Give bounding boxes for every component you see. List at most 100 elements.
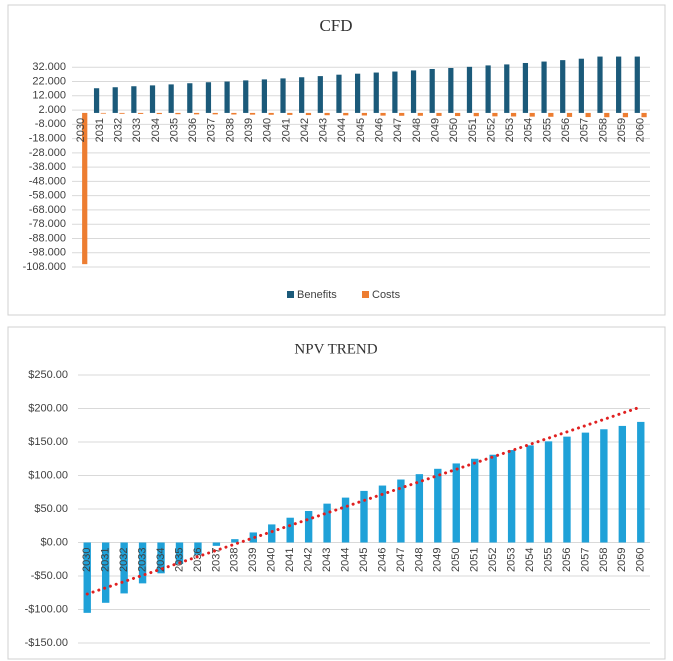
- bar: [526, 445, 534, 543]
- bar: [212, 542, 221, 546]
- x-tick-label: 2053: [504, 118, 516, 142]
- bar: [305, 112, 312, 116]
- x-tick-label: 2055: [541, 118, 553, 142]
- bar: [149, 85, 156, 113]
- bar: [566, 112, 573, 117]
- x-tick-label: 2042: [303, 548, 315, 572]
- bar: [548, 112, 554, 117]
- bar: [380, 112, 386, 116]
- bar: [361, 112, 368, 116]
- bar: [138, 112, 144, 114]
- bar: [597, 56, 603, 113]
- bar: [604, 112, 610, 118]
- x-tick-label: 2040: [262, 118, 274, 142]
- y-tick-label: -8.000: [35, 118, 66, 130]
- y-tick-label: $150.00: [28, 436, 68, 448]
- x-tick-label: 2030: [81, 548, 93, 572]
- x-tick-label: 2052: [487, 548, 499, 572]
- panel: [7, 326, 666, 660]
- x-tick-label: 2034: [150, 118, 162, 142]
- bar: [119, 112, 125, 114]
- bar: [268, 112, 274, 115]
- y-tick-label: -108.000: [23, 261, 66, 273]
- bar: [618, 425, 627, 543]
- bar: [581, 432, 590, 543]
- x-tick-label: 2038: [229, 548, 241, 572]
- bar: [175, 542, 184, 564]
- panel: [7, 4, 666, 316]
- y-tick-label: 32.000: [32, 61, 66, 73]
- x-tick-label: 2033: [136, 548, 148, 572]
- bar: [336, 74, 342, 113]
- y-tick-label: -$100.00: [25, 603, 68, 615]
- x-tick-label: 2048: [411, 118, 423, 142]
- bar: [448, 67, 454, 113]
- y-tick-label: -68.000: [29, 204, 66, 216]
- y-tick-label: -78.000: [29, 218, 66, 230]
- legend-label: Benefits: [297, 289, 337, 301]
- bar: [112, 87, 118, 113]
- bar: [82, 112, 88, 265]
- x-tick-label: 2060: [635, 548, 647, 572]
- bar: [529, 112, 535, 117]
- y-tick-label: -$50.00: [31, 570, 68, 582]
- bar: [343, 112, 349, 116]
- bar: [224, 81, 230, 113]
- bar: [280, 78, 286, 113]
- y-tick-label: 2.000: [38, 104, 66, 116]
- bar: [641, 112, 647, 118]
- bar: [231, 112, 237, 115]
- bar: [168, 84, 174, 113]
- y-tick-label: -88.000: [29, 232, 66, 244]
- x-tick-label: 2034: [155, 548, 167, 572]
- x-tick-label: 2051: [467, 118, 479, 142]
- bar: [205, 82, 212, 113]
- bar: [560, 60, 566, 113]
- x-tick-label: 2052: [485, 118, 497, 142]
- y-tick-label: $200.00: [28, 402, 68, 414]
- bar: [622, 112, 629, 118]
- bar: [101, 542, 110, 603]
- bar: [324, 112, 330, 116]
- x-tick-label: 2047: [395, 548, 407, 572]
- bar: [563, 436, 571, 543]
- x-tick-label: 2032: [118, 548, 130, 572]
- y-tick-label: $100.00: [28, 469, 68, 481]
- bar: [317, 76, 323, 113]
- bar: [194, 542, 202, 555]
- x-tick-label: 2037: [206, 118, 218, 142]
- x-tick-label: 2049: [429, 118, 441, 142]
- x-tick-label: 2050: [448, 118, 460, 142]
- x-tick-label: 2053: [506, 548, 518, 572]
- bar: [212, 112, 218, 115]
- bar: [397, 479, 405, 543]
- bar: [489, 454, 497, 543]
- bar: [429, 68, 435, 113]
- x-tick-label: 2039: [247, 548, 259, 572]
- x-tick-label: 2056: [560, 118, 572, 142]
- x-tick-label: 2058: [598, 548, 610, 572]
- bar: [378, 485, 387, 543]
- x-tick-label: 2059: [616, 548, 628, 572]
- bar: [268, 524, 276, 543]
- x-tick-label: 2042: [299, 118, 311, 142]
- x-tick-label: 2033: [131, 118, 143, 142]
- x-tick-label: 2037: [210, 548, 222, 572]
- x-tick-label: 2039: [243, 118, 255, 142]
- x-tick-label: 2057: [579, 548, 591, 572]
- bar: [504, 64, 510, 113]
- x-tick-label: 2036: [192, 548, 204, 572]
- y-tick-label: -$150.00: [25, 637, 68, 649]
- bar: [373, 72, 379, 113]
- bar: [522, 62, 529, 113]
- x-tick-label: 2058: [597, 118, 609, 142]
- y-tick-label: -18.000: [29, 133, 66, 145]
- bar: [156, 112, 162, 115]
- bar: [417, 112, 423, 116]
- bar: [354, 73, 361, 113]
- x-tick-label: 2051: [469, 548, 481, 572]
- y-tick-label: -28.000: [29, 147, 66, 159]
- x-tick-label: 2043: [318, 118, 330, 142]
